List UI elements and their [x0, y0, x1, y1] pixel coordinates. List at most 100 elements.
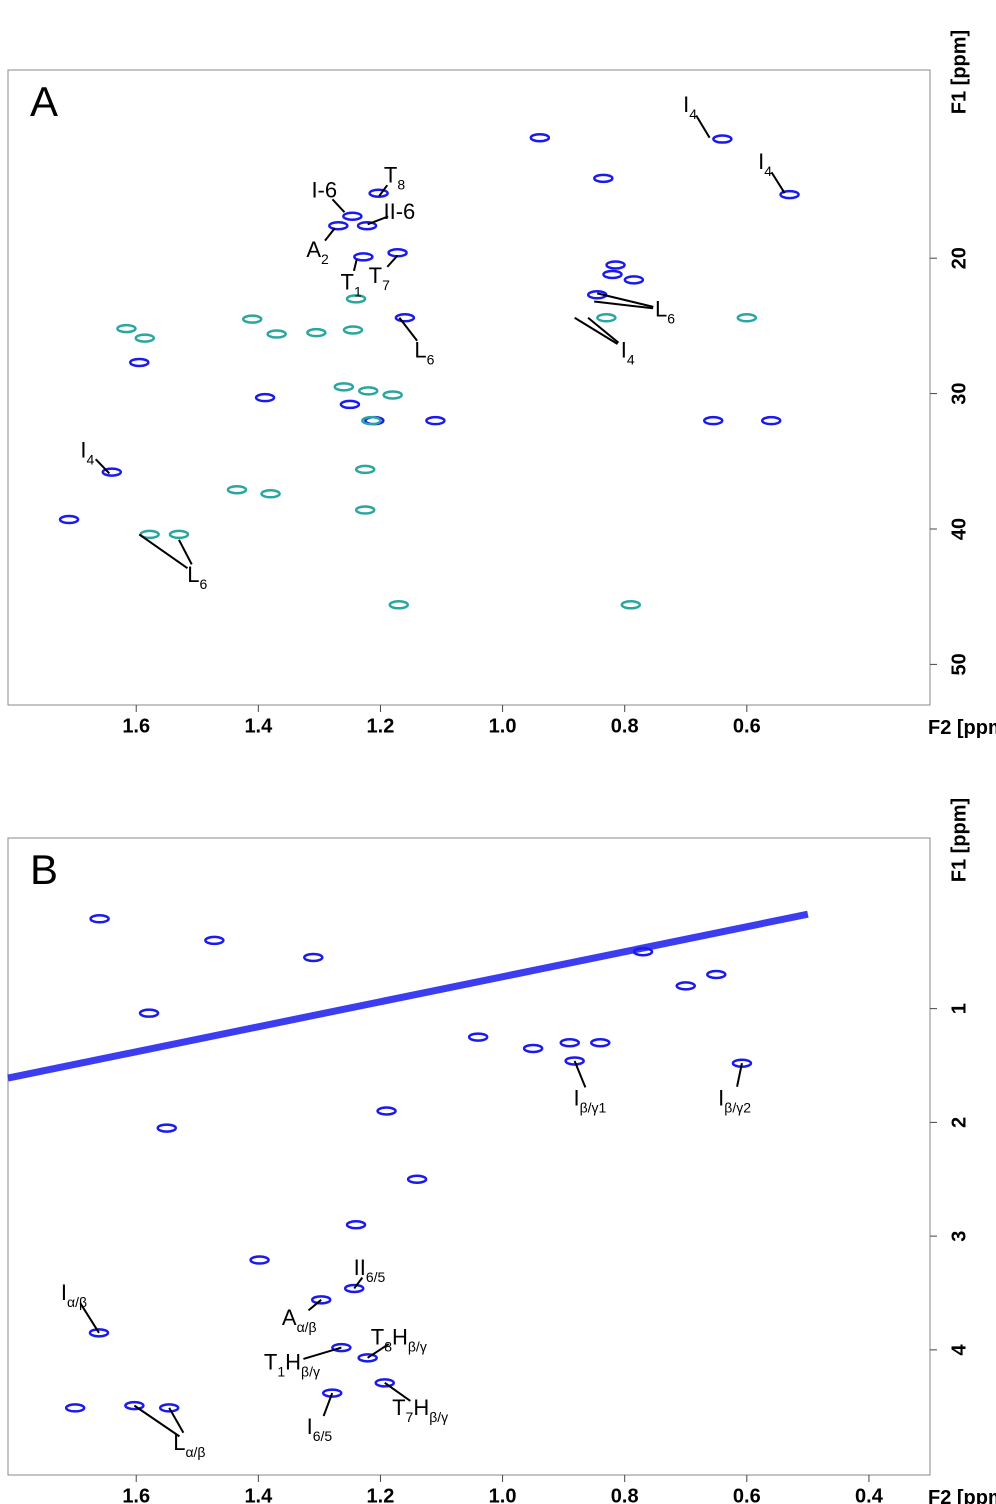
annotation: Iα/β [61, 1280, 87, 1310]
peak [345, 1220, 367, 1230]
plot-frame [7, 69, 931, 706]
y-tick-label: 30 [948, 382, 970, 404]
x-axis-title: F2 [ppm] [928, 1487, 996, 1504]
peak [249, 1255, 270, 1265]
peak [779, 189, 800, 200]
x-tick-label: 1.0 [489, 1485, 517, 1504]
annotation-text: A [306, 237, 321, 262]
plot-frame [7, 837, 931, 1476]
leader-line [398, 317, 418, 342]
annotation-text: L [655, 297, 667, 322]
peak [343, 1283, 365, 1294]
annotation-sub: 6 [667, 311, 675, 327]
peak [374, 1378, 395, 1388]
annotation-sub: β/γ [408, 1338, 427, 1354]
peak [559, 1038, 580, 1048]
annotation: I6/5 [307, 1414, 333, 1444]
panel: B 1.6 1.4 1.2 1.0 0.8 0.6 0.4 1 2 3 4 F2 [ppm] F1 [pp… [7, 798, 996, 1504]
annotation-sub: 2 [321, 251, 329, 267]
peak [590, 1038, 611, 1048]
peak [736, 313, 758, 323]
y-tick-label: 2 [948, 1117, 970, 1128]
peak [522, 1043, 544, 1054]
peak [333, 382, 355, 392]
annotation-text: T [369, 263, 382, 288]
peak [593, 173, 614, 184]
peak [632, 947, 654, 957]
peak [760, 415, 782, 426]
leader-line [596, 292, 654, 308]
annotation: II6/5 [354, 1255, 386, 1285]
x-tick-label: 1.4 [244, 1485, 273, 1504]
leader-line [324, 227, 336, 242]
annotation-text: A [282, 1305, 297, 1330]
leader-line [378, 184, 389, 197]
peak [356, 220, 378, 231]
peak [331, 1342, 352, 1353]
annotation-text: I [307, 1414, 313, 1439]
annotation-text: I [573, 1085, 579, 1110]
annotation-text: L [173, 1430, 185, 1455]
annotation-text: L [414, 337, 426, 362]
annotation-sub: β/γ [429, 1409, 448, 1425]
peak [353, 252, 374, 262]
leader-line [594, 300, 654, 310]
leader-line [770, 171, 786, 194]
x-tick-label: 1.2 [367, 1485, 395, 1504]
x-tick-label: 0.4 [855, 1485, 884, 1504]
y-tick-label: 50 [948, 653, 970, 675]
annotation-sub: β/γ1 [580, 1099, 607, 1115]
diagonal [7, 910, 809, 1082]
annotation-sub: 6 [427, 351, 435, 367]
annotation-text: T [371, 1324, 384, 1349]
peak [388, 600, 410, 610]
leader-line [587, 316, 620, 344]
annotation-sub: 4 [87, 451, 95, 467]
peak [702, 415, 724, 426]
peak [168, 529, 190, 540]
leader-line [367, 215, 389, 226]
annotation-text: T [392, 1395, 405, 1420]
leader-line [94, 458, 111, 475]
x-axis-title: F2 [ppm] [928, 717, 996, 739]
annotation: Iβ/γ2 [718, 1085, 751, 1115]
peak [158, 1403, 180, 1413]
annotation-sub: 6 [200, 576, 208, 592]
x-tick-label: 1.4 [244, 715, 273, 737]
annotation-sub: 6/5 [366, 1269, 386, 1285]
peak [339, 399, 361, 410]
annotation: Aα/β [282, 1305, 317, 1335]
annotation-text: L [187, 562, 199, 587]
annotation-text: I [718, 1085, 724, 1110]
annotation-text: T [264, 1349, 277, 1374]
peak [254, 392, 276, 403]
peak [204, 935, 225, 946]
annotation-sub: 4 [689, 106, 697, 122]
annotation: II-6 [383, 199, 415, 224]
annotation-text: I [683, 92, 689, 117]
annotation-sub: α/β [185, 1444, 205, 1460]
peak [706, 969, 727, 980]
peak [354, 464, 376, 475]
peak [602, 269, 623, 280]
peak [328, 220, 349, 231]
annotation: I4 [683, 92, 697, 122]
annotation: I4 [758, 149, 772, 179]
peak [357, 1353, 378, 1363]
annotation-text: I [61, 1280, 67, 1305]
annotation: I4 [621, 337, 635, 367]
leader-line [133, 1404, 181, 1438]
peak [138, 1008, 160, 1018]
leader-line [178, 539, 193, 565]
peak [89, 914, 110, 924]
panel-label: B [30, 846, 58, 893]
annotation: T7 [369, 263, 390, 293]
peak [124, 1400, 145, 1411]
peak [529, 132, 551, 143]
peak [368, 188, 389, 198]
peak [156, 1123, 178, 1133]
annotation-sub: 7 [406, 1409, 414, 1425]
peak [354, 505, 376, 515]
y-tick-label: 3 [948, 1231, 970, 1242]
peak [345, 294, 367, 304]
